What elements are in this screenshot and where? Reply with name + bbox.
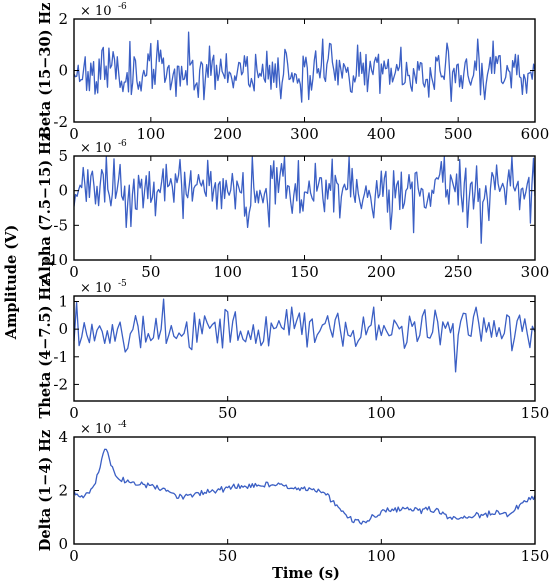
alpha-xtick-label: 200 [367, 263, 396, 281]
alpha-series-line [74, 156, 535, 244]
alpha-ytick-label: -5 [53, 216, 68, 234]
theta-exponent-power: -5 [118, 279, 127, 289]
alpha-xtick-label: 100 [213, 263, 242, 281]
delta-ytick-label: 4 [58, 428, 68, 446]
theta-series-line [74, 298, 535, 373]
delta-xtick-label: 0 [69, 547, 79, 565]
alpha-ylabel: Alpha (7.5−15) Hz [37, 133, 54, 284]
alpha-xtick-label: 150 [290, 263, 319, 281]
beta-xtick-label: 100 [137, 125, 166, 143]
theta-xtick-label: 0 [69, 404, 79, 422]
theta-xtick-label: 100 [367, 404, 396, 422]
theta-ytick-label: -2 [53, 375, 68, 393]
beta-ytick-label: -2 [53, 113, 68, 131]
delta-series-line [74, 448, 535, 525]
beta-xtick-label: 300 [290, 125, 319, 143]
beta-xtick-label: 200 [213, 125, 242, 143]
delta-exponent-power: -4 [118, 420, 127, 430]
figure-ylabel: Amplitude (V) [3, 225, 20, 340]
delta-xtick-label: 100 [367, 547, 396, 565]
delta-plot-frame [73, 436, 536, 545]
beta-xtick-label: 500 [444, 125, 473, 143]
alpha-xtick-label: 0 [69, 263, 79, 281]
beta-ylabel: Beta (15−30) Hz [37, 3, 54, 139]
delta-exponent-base: × 10 [80, 422, 112, 437]
beta-exponent-base: × 10 [80, 4, 112, 19]
theta-ytick-label: -1 [53, 348, 68, 366]
theta-ylabel: Theta (4−7.5) Hz [37, 279, 54, 419]
alpha-ytick-label: 5 [58, 147, 68, 165]
beta-series-line [74, 31, 535, 103]
alpha-xtick-label: 250 [444, 263, 473, 281]
beta-ytick-label: 0 [58, 62, 68, 80]
alpha-xtick-label: 300 [521, 263, 550, 281]
beta-xtick-label: 400 [367, 125, 396, 143]
delta-ytick-label: 0 [58, 535, 68, 553]
alpha-exponent-power: -6 [118, 139, 127, 149]
alpha-ytick-label: -10 [44, 251, 68, 269]
alpha-exponent-base: × 10 [80, 141, 112, 156]
theta-xtick-label: 50 [218, 404, 237, 422]
alpha-xtick-label: 50 [141, 263, 160, 281]
theta-xtick-label: 150 [521, 404, 550, 422]
delta-xtick-label: 150 [521, 547, 550, 565]
delta-ylabel: Delta (1−4) Hz [37, 430, 54, 551]
theta-ytick-label: 0 [58, 320, 68, 338]
beta-ytick-label: 2 [58, 10, 68, 28]
delta-xtick-label: 50 [218, 547, 237, 565]
delta-ytick-label: 2 [58, 482, 68, 500]
alpha-ytick-label: 0 [58, 182, 68, 200]
theta-exponent-base: × 10 [80, 281, 112, 296]
figure-xlabel: Time (s) [272, 565, 340, 582]
theta-ytick-label: 1 [58, 293, 68, 311]
beta-xtick-label: 0 [69, 125, 79, 143]
beta-exponent-power: -6 [118, 2, 127, 12]
theta-plot-frame [73, 295, 536, 402]
beta-xtick-label: 600 [521, 125, 550, 143]
